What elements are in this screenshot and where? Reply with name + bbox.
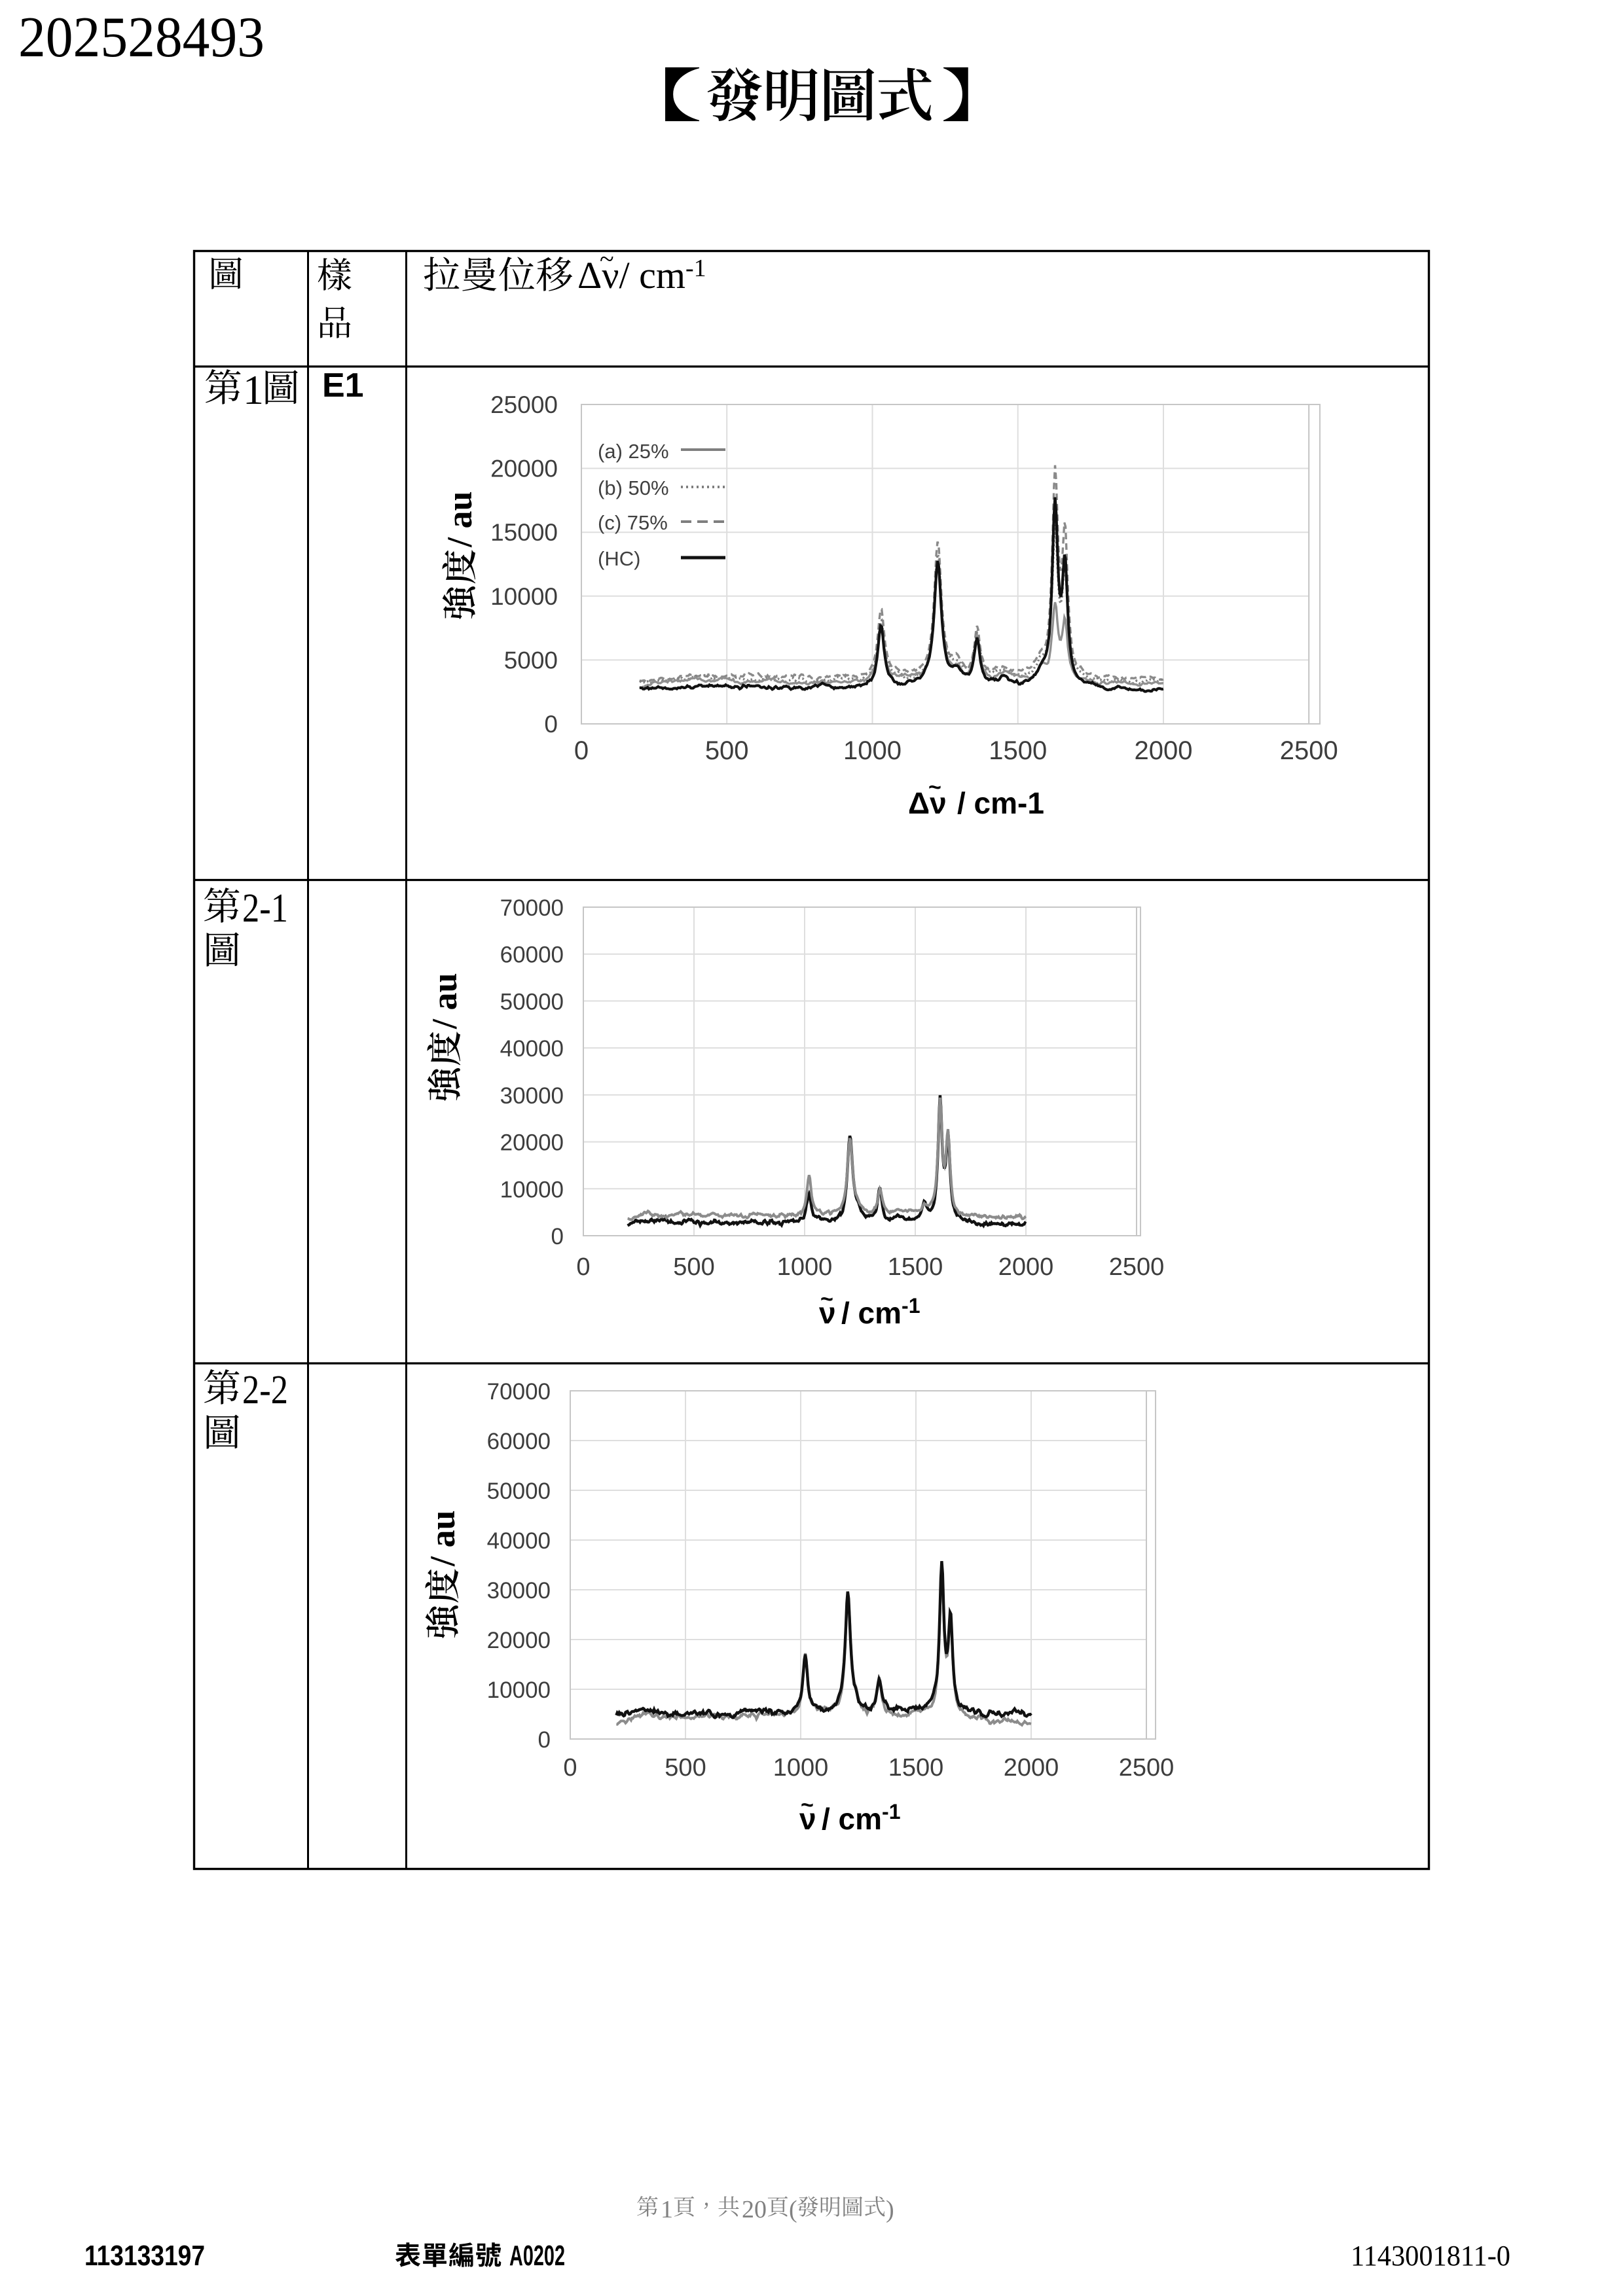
- svg-text:1: 1: [661, 2196, 673, 2223]
- svg-text:): ): [886, 2196, 894, 2223]
- svg-text:202528493: 202528493: [18, 6, 264, 69]
- svg-text:(: (: [789, 2196, 797, 2223]
- svg-text:113133197: 113133197: [84, 2240, 205, 2272]
- svg-text:~: ~: [600, 244, 614, 274]
- svg-text:1500: 1500: [888, 1253, 943, 1281]
- svg-text:2500: 2500: [1109, 1253, 1165, 1281]
- svg-text:/ au: / au: [425, 973, 464, 1030]
- svg-text:1000: 1000: [777, 1253, 833, 1281]
- svg-text:0: 0: [576, 1253, 590, 1281]
- svg-text:0: 0: [544, 711, 558, 738]
- svg-text:30000: 30000: [487, 1578, 551, 1604]
- svg-text:~: ~: [820, 1287, 833, 1312]
- svg-text:/ cm-1: / cm-1: [957, 786, 1044, 820]
- svg-text:2-2: 2-2: [242, 1368, 288, 1412]
- svg-text:60000: 60000: [487, 1429, 551, 1454]
- svg-text:60000: 60000: [500, 942, 564, 968]
- svg-text:500: 500: [665, 1754, 706, 1782]
- svg-text:1000: 1000: [773, 1754, 829, 1782]
- svg-text:2000: 2000: [1004, 1754, 1059, 1782]
- svg-text:/ cm-1: / cm-1: [841, 1294, 921, 1330]
- svg-text:2500: 2500: [1280, 736, 1338, 765]
- svg-text:E1: E1: [322, 367, 364, 404]
- svg-text:/ cm-1: / cm-1: [822, 1800, 901, 1836]
- svg-text:70000: 70000: [500, 895, 564, 921]
- svg-text:5000: 5000: [504, 647, 558, 673]
- svg-text:0: 0: [538, 1727, 551, 1753]
- svg-text:1143001811-0: 1143001811-0: [1351, 2240, 1510, 2272]
- svg-text:(HC): (HC): [598, 547, 640, 570]
- svg-text:0: 0: [563, 1754, 577, 1782]
- svg-text:1500: 1500: [989, 736, 1047, 765]
- svg-text:10000: 10000: [487, 1677, 551, 1703]
- svg-text:Δν: Δν: [908, 786, 947, 820]
- svg-text:10000: 10000: [500, 1177, 564, 1202]
- svg-text:2-1: 2-1: [242, 886, 288, 931]
- svg-text:500: 500: [673, 1253, 714, 1281]
- svg-text:(b) 50%: (b) 50%: [598, 476, 669, 499]
- svg-text:15000: 15000: [490, 519, 558, 546]
- svg-text:/ au: / au: [423, 1510, 462, 1567]
- svg-text:10000: 10000: [490, 583, 558, 610]
- svg-text:2500: 2500: [1119, 1754, 1175, 1782]
- svg-text:1000: 1000: [843, 736, 902, 765]
- svg-text:0: 0: [551, 1224, 564, 1249]
- svg-text:50000: 50000: [500, 989, 564, 1014]
- svg-text:ν: ν: [799, 1802, 816, 1836]
- svg-text:A0202: A0202: [509, 2240, 565, 2272]
- svg-text:/ au: / au: [440, 491, 479, 548]
- svg-text:~: ~: [801, 1793, 814, 1818]
- svg-text:1: 1: [243, 367, 264, 413]
- svg-text:500: 500: [705, 736, 749, 765]
- svg-text:70000: 70000: [487, 1379, 551, 1405]
- svg-text:20000: 20000: [500, 1130, 564, 1156]
- svg-text:20: 20: [742, 2196, 767, 2223]
- svg-text:~: ~: [928, 775, 941, 800]
- svg-text:2000: 2000: [998, 1253, 1054, 1281]
- svg-text:25000: 25000: [490, 391, 558, 418]
- svg-text:20000: 20000: [490, 456, 558, 482]
- svg-text:20000: 20000: [487, 1628, 551, 1653]
- svg-text:(a) 25%: (a) 25%: [598, 440, 669, 463]
- svg-text:40000: 40000: [500, 1036, 564, 1062]
- svg-text:2000: 2000: [1135, 736, 1193, 765]
- svg-text:1500: 1500: [888, 1754, 944, 1782]
- svg-text:(c) 75%: (c) 75%: [598, 511, 668, 534]
- svg-text:30000: 30000: [500, 1083, 564, 1109]
- svg-text:Δν/ cm-1: Δν/ cm-1: [577, 254, 706, 296]
- svg-text:50000: 50000: [487, 1479, 551, 1504]
- svg-text:40000: 40000: [487, 1528, 551, 1554]
- svg-text:ν: ν: [819, 1296, 836, 1330]
- svg-text:0: 0: [574, 736, 589, 765]
